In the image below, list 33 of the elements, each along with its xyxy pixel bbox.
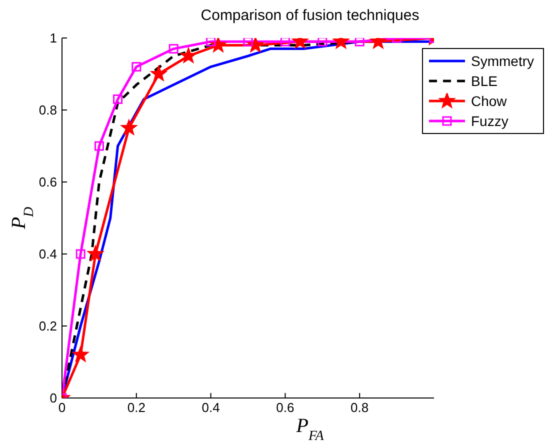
x-tick-label: 0.4 xyxy=(202,400,220,416)
point xyxy=(354,38,364,46)
point xyxy=(180,48,197,63)
point xyxy=(113,94,123,104)
point xyxy=(168,44,178,54)
point xyxy=(87,246,104,261)
point xyxy=(76,249,86,259)
x-tick-label: 0.2 xyxy=(127,400,146,416)
point xyxy=(210,38,226,52)
y-tick-label: 0.4 xyxy=(38,246,57,262)
point xyxy=(280,38,290,46)
point xyxy=(94,141,104,151)
y-tick-label: 0 xyxy=(50,390,57,406)
chart-title: Comparison of fusion techniques xyxy=(200,7,420,24)
x-tick-label: 0.6 xyxy=(276,400,294,416)
point xyxy=(206,38,216,46)
point xyxy=(247,38,264,52)
point xyxy=(120,120,138,135)
y-tick-label: 1 xyxy=(50,30,57,46)
x-axis-title: P$_{FA}$ xyxy=(295,415,324,444)
legend-label: Chow xyxy=(471,93,507,109)
legend-label: BLE xyxy=(471,73,498,89)
y-tick-label: 0.2 xyxy=(38,318,57,334)
point xyxy=(150,66,167,81)
point xyxy=(243,38,253,46)
point xyxy=(318,38,328,46)
point xyxy=(132,62,142,72)
legend-label: Symmetry xyxy=(471,53,534,69)
x-tick-label: 0.8 xyxy=(350,400,369,416)
point xyxy=(72,346,89,362)
legend-label: Fuzzy xyxy=(471,113,508,129)
y-tick-label: 0.6 xyxy=(38,174,57,190)
y-tick-label: 0.8 xyxy=(38,102,57,118)
